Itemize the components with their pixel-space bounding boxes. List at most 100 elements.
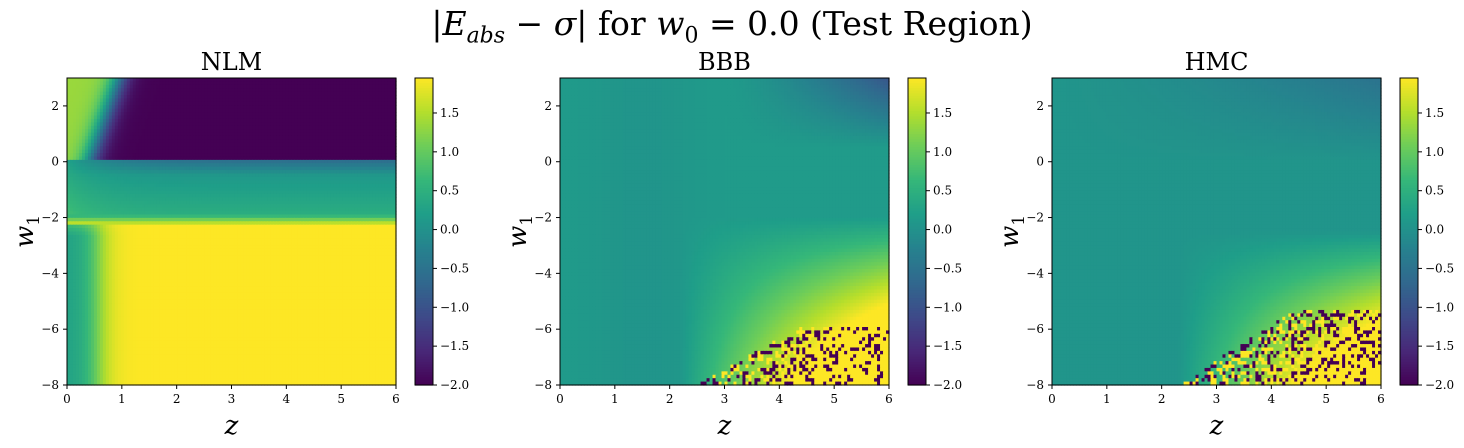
heatmap-cell: [183, 91, 188, 96]
heatmap-cell: [192, 88, 197, 93]
heatmap-cell: [75, 81, 80, 86]
heatmap-cell: [342, 95, 346, 100]
heatmap-cell: [249, 78, 254, 83]
heatmap-cell: [276, 81, 280, 86]
heatmap-cell: [288, 81, 292, 86]
heatmap-cell: [306, 78, 310, 83]
heatmap-cell: [354, 81, 358, 86]
heatmap-cell: [390, 84, 394, 89]
heatmap-cell: [291, 91, 295, 96]
heatmap-cell: [177, 91, 182, 96]
heatmap-cell: [114, 98, 119, 103]
heatmap-cell: [147, 101, 152, 106]
heatmap-cell: [192, 81, 197, 86]
heatmap-cell: [279, 98, 283, 103]
heatmap-cell: [333, 78, 337, 83]
heatmap-cell: [327, 78, 331, 83]
heatmap-cell: [324, 84, 328, 89]
heatmap-cell: [69, 95, 74, 100]
heatmap-cell: [162, 95, 167, 100]
heatmap-cell: [168, 78, 173, 83]
heatmap-cell: [264, 88, 268, 93]
heatmap-cell: [72, 98, 77, 103]
heatmap-cell: [240, 101, 245, 106]
heatmap-cell: [93, 78, 98, 83]
heatmap-cell: [309, 95, 313, 100]
heatmap-cell: [210, 91, 215, 96]
heatmap-cell: [270, 91, 274, 96]
heatmap-cell: [129, 95, 134, 100]
heatmap-cell: [210, 98, 215, 103]
heatmap-cell: [378, 81, 382, 86]
heatmap-cell: [330, 91, 334, 96]
heatmap-cell: [111, 81, 116, 86]
heatmap-cell: [75, 95, 80, 100]
heatmap-cell: [258, 95, 263, 100]
heatmap-cell: [252, 88, 257, 93]
heatmap-cell: [150, 88, 155, 93]
heatmap-cell: [309, 98, 313, 103]
heatmap-cell: [321, 91, 325, 96]
heatmap-cell: [330, 81, 334, 86]
heatmap-cell: [84, 98, 89, 103]
heatmap-cell: [123, 91, 128, 96]
heatmap-cell: [222, 98, 227, 103]
heatmap-cell: [72, 91, 77, 96]
heatmap-cell: [348, 91, 352, 96]
heatmap-cell: [339, 81, 343, 86]
heatmap-cell: [210, 78, 215, 83]
heatmap-cell: [78, 101, 83, 106]
heatmap-cell: [180, 91, 185, 96]
heatmap-cell: [231, 84, 236, 89]
heatmap-cell: [165, 81, 170, 86]
heatmap-cell: [156, 81, 161, 86]
heatmap-cell: [321, 98, 325, 103]
heatmap-cell: [210, 88, 215, 93]
heatmap-cell: [225, 98, 230, 103]
heatmap-cell: [111, 91, 116, 96]
heatmap-cell: [75, 84, 80, 89]
heatmap-cell: [384, 98, 388, 103]
heatmap-cell: [81, 81, 86, 86]
heatmap-cell: [300, 88, 304, 93]
heatmap-cell: [351, 91, 355, 96]
heatmap-cell: [324, 88, 328, 93]
heatmap-cell: [198, 91, 203, 96]
heatmap-cell: [123, 81, 128, 86]
heatmap-cell: [69, 78, 74, 83]
heatmap-cell: [360, 78, 364, 83]
heatmap-cell: [204, 88, 209, 93]
heatmap-cell: [129, 84, 134, 89]
heatmap-cell: [294, 88, 298, 93]
heatmap-cell: [216, 88, 221, 93]
heatmap-cell: [372, 95, 376, 100]
heatmap-cell: [165, 78, 170, 83]
heatmap-cell: [255, 78, 260, 83]
heatmap-cell: [171, 101, 176, 106]
heatmap-cell: [267, 95, 271, 100]
heatmap-cell: [315, 81, 319, 86]
heatmap-cell: [144, 84, 149, 89]
heatmap-cell: [324, 91, 328, 96]
heatmap-cell: [192, 101, 197, 106]
heatmap-cell: [228, 101, 233, 106]
heatmap-cell: [207, 91, 212, 96]
heatmap-cell: [369, 81, 373, 86]
heatmap-cell: [117, 81, 122, 86]
heatmap-cell: [312, 78, 316, 83]
heatmap-cell: [282, 91, 286, 96]
heatmap-cell: [207, 101, 212, 106]
heatmap-cell: [249, 98, 254, 103]
heatmap-cell: [261, 98, 265, 103]
heatmap-cell: [384, 88, 388, 93]
heatmap-cell: [309, 84, 313, 89]
heatmap-cell: [189, 78, 194, 83]
heatmap-cell: [156, 95, 161, 100]
heatmap-cell: [156, 84, 161, 89]
heatmap-cell: [261, 84, 265, 89]
heatmap-cell: [339, 78, 343, 83]
heatmap-cell: [165, 98, 170, 103]
heatmap-cell: [288, 78, 292, 83]
heatmap-cell: [198, 84, 203, 89]
heatmap-cell: [132, 101, 137, 106]
